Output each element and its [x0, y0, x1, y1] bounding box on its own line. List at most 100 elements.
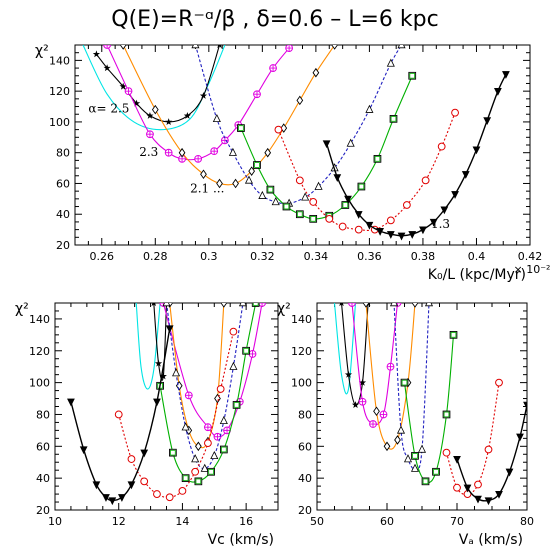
data-point-2.1: [229, 361, 238, 370]
data-point-2.2: [151, 104, 159, 115]
x-tick-label: 70: [450, 515, 464, 528]
y-tick-label: 120: [291, 345, 312, 358]
data-point-2.3: [194, 154, 203, 163]
x-tick-label: 0.38: [411, 250, 436, 263]
data-point-1.8: [127, 481, 136, 490]
data-point-1.8: [102, 494, 110, 502]
data-point-1.8: [453, 455, 461, 464]
data-point-2.2: [296, 95, 304, 106]
data-point-2.4: [165, 118, 173, 125]
data-point-1.8: [516, 433, 524, 442]
data-point-2.4: [154, 359, 163, 367]
data-point-2.2: [331, 45, 338, 50]
data-point-1.8: [67, 398, 75, 407]
series-group: [67, 303, 266, 506]
y-tick-label: 140: [291, 313, 312, 326]
data-point-1.9: [127, 455, 136, 463]
data-point-2.0: [389, 114, 398, 123]
data-point-2.1: [397, 45, 406, 49]
x-axis-label: Vₐ (km/s): [459, 532, 523, 546]
y-tick-label: 100: [29, 377, 50, 390]
data-point-1.8: [493, 88, 502, 96]
data-point-2.1: [424, 303, 434, 307]
curve-annotation: 2.3: [139, 145, 158, 159]
data-point-2.0: [232, 401, 241, 409]
data-point-2.1: [389, 303, 399, 307]
data-point-2.1: [244, 175, 254, 184]
data-point-2.2: [394, 435, 401, 445]
data-point-2.1: [403, 454, 413, 463]
data-point-2.2: [280, 123, 288, 133]
panel-bottom-left: 10 12 14 16 20 40 60 80 100 120 140 Vᴄ (km/s) χ²: [15, 301, 279, 546]
plot-frame: [54, 302, 279, 511]
data-point-2.3: [103, 45, 112, 49]
x-tick-label: 10: [48, 515, 62, 528]
y-tick-label: 80: [36, 408, 50, 421]
data-point-1.9: [140, 477, 149, 486]
y-tick-label: 20: [36, 504, 50, 517]
series-line-1.9: [445, 382, 500, 495]
curve-annotation: α= 2.5: [88, 102, 129, 116]
series-line-2.0: [403, 334, 455, 484]
y-tick-label: 20: [298, 504, 312, 517]
x-tick-label: 14: [175, 515, 189, 528]
data-point-1.8: [505, 468, 514, 477]
data-point-1.8: [397, 232, 406, 241]
data-point-1.8: [495, 490, 503, 499]
data-point-2.3: [248, 350, 257, 358]
data-point-1.9: [178, 486, 187, 495]
data-point-2.2: [248, 166, 255, 176]
series-line-1.9: [277, 112, 456, 231]
data-point-2.3: [204, 423, 212, 432]
x-tick-label: 0.36: [357, 250, 382, 263]
x-tick-label: 0.28: [143, 250, 168, 263]
panel-bottom-right: 50 60 70 80 20 40 60 80 100 120 140 Vₐ (km/s) χ²: [277, 301, 534, 546]
data-point-1.9: [191, 467, 200, 476]
x-tick-label: 80: [520, 515, 534, 528]
data-point-2.1: [191, 45, 200, 49]
data-point-2.4: [146, 111, 154, 119]
x-tick-label: 50: [310, 515, 324, 528]
data-point-1.8: [483, 117, 492, 126]
data-point-2.0: [207, 467, 215, 476]
data-point-1.9: [229, 327, 238, 336]
series-line-2.5: [135, 303, 161, 390]
data-point-2.1: [271, 197, 280, 206]
data-point-2.2: [119, 45, 127, 50]
y-tick-label: 80: [298, 408, 312, 421]
data-point-1.8: [419, 226, 427, 235]
figure-title: Q(E)=R⁻ᵅ/β , δ=0.6 – L=6 kpc: [111, 7, 438, 32]
data-point-1.8: [354, 211, 363, 219]
y-tick-label: 40: [56, 208, 70, 221]
data-point-2.0: [242, 346, 250, 355]
x-tick-label: 12: [112, 515, 126, 528]
y-tick-label: 40: [298, 472, 312, 485]
data-point-2.3: [210, 147, 219, 156]
data-point-2.2: [220, 303, 228, 308]
data-point-2.4: [159, 372, 167, 380]
data-point-2.3: [258, 303, 266, 307]
data-point-2.4: [339, 303, 344, 307]
data-point-2.3: [253, 90, 261, 99]
data-point-1.9: [295, 176, 304, 185]
y-tick-label: 60: [298, 440, 312, 453]
y-tick-label: 120: [49, 85, 70, 98]
y-axis-label: χ²: [15, 301, 29, 317]
data-point-2.4: [358, 378, 367, 386]
panel-top: 0.26 0.28 0.3 0.32 0.34 0.36 0.38 0.4 0.42 20 40 60…: [35, 43, 550, 283]
data-point-2.2: [200, 169, 207, 180]
y-axis-label: χ²: [277, 301, 291, 317]
series-group: [333, 303, 527, 506]
y-tick-label: 140: [49, 54, 70, 67]
x-tick-label: 0.34: [304, 250, 329, 263]
data-point-2.3: [285, 45, 294, 52]
data-point-1.8: [153, 398, 161, 407]
data-point-2.0: [309, 214, 318, 223]
data-point-2.3: [124, 87, 133, 96]
data-point-2.0: [400, 378, 409, 387]
data-point-2.1: [172, 368, 181, 377]
data-point-1.9: [354, 225, 363, 234]
series-line-2.3: [351, 303, 399, 426]
data-point-2.1: [210, 450, 219, 460]
